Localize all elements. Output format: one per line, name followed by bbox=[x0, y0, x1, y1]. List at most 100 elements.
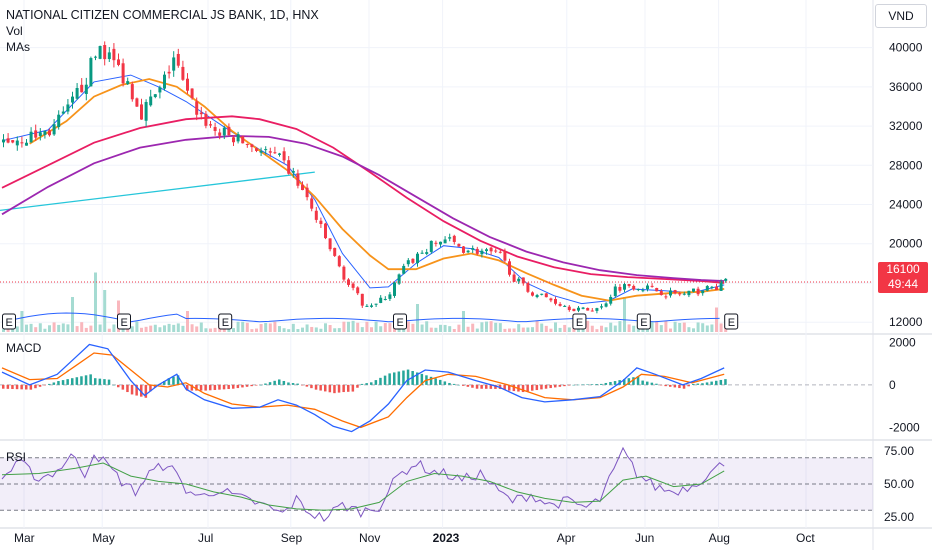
volume-bar bbox=[314, 327, 318, 332]
macd-histogram-bar bbox=[20, 384, 23, 390]
volume-bar bbox=[107, 328, 111, 332]
macd-histogram-bar bbox=[310, 384, 313, 389]
rsi-pane-label[interactable]: RSI bbox=[6, 450, 27, 464]
volume-bar bbox=[140, 327, 143, 332]
macd-histogram-bar bbox=[572, 384, 575, 386]
price-tick-label-3: 24000 bbox=[889, 198, 923, 212]
volume-bar bbox=[379, 326, 383, 332]
candle-body bbox=[20, 142, 24, 144]
price-tick-label-6: 36000 bbox=[889, 80, 923, 94]
macd-histogram-bar bbox=[429, 376, 433, 385]
candle-body bbox=[48, 130, 51, 136]
volume-bar bbox=[29, 323, 33, 332]
volume-indicator-label[interactable]: Vol bbox=[6, 24, 23, 38]
candle-body bbox=[535, 295, 539, 298]
macd-histogram-bar bbox=[439, 379, 442, 385]
candle-body bbox=[66, 104, 70, 112]
volume-bar bbox=[126, 328, 130, 332]
macd-histogram-bar bbox=[503, 384, 506, 390]
macd-pane-label[interactable]: MACD bbox=[6, 341, 42, 355]
macd-histogram-bar bbox=[669, 384, 672, 387]
volume-bar bbox=[342, 321, 346, 332]
candle-body bbox=[439, 241, 442, 245]
candle-body bbox=[434, 242, 438, 244]
volume-bar bbox=[466, 326, 470, 332]
volume-bar bbox=[209, 328, 212, 332]
macd-histogram-bar bbox=[227, 384, 230, 390]
volume-bar bbox=[250, 329, 254, 332]
macd-histogram-bar bbox=[370, 382, 373, 385]
candle-body bbox=[521, 277, 525, 284]
macd-histogram-bar bbox=[282, 380, 286, 385]
candle-body bbox=[351, 283, 355, 288]
candle-body bbox=[715, 286, 718, 291]
candle-body bbox=[186, 78, 189, 91]
candle-body bbox=[471, 248, 475, 250]
volume-bar bbox=[310, 326, 314, 332]
candle-body bbox=[71, 96, 74, 103]
candle-body bbox=[508, 261, 511, 275]
volume-bar bbox=[57, 324, 61, 332]
macd-histogram-bar bbox=[190, 384, 194, 391]
macd-histogram-bar bbox=[577, 384, 580, 386]
candle-body bbox=[158, 87, 162, 93]
volume-bar bbox=[600, 325, 603, 332]
volume-bar bbox=[213, 327, 217, 332]
volume-bar bbox=[687, 327, 691, 332]
candle-body bbox=[448, 237, 452, 239]
volume-bar bbox=[144, 326, 148, 332]
macd-histogram-bar bbox=[107, 379, 111, 385]
time-tick-label-8: Aug bbox=[709, 531, 730, 545]
candle-body bbox=[595, 308, 599, 311]
candle-body bbox=[98, 46, 102, 59]
candle-body bbox=[379, 297, 383, 303]
candle-body bbox=[144, 101, 148, 121]
volume-bar bbox=[554, 322, 557, 332]
volume-bar bbox=[2, 329, 5, 332]
volume-bar bbox=[715, 307, 718, 332]
volume-bar bbox=[328, 325, 332, 332]
macd-histogram-bar bbox=[15, 384, 19, 390]
macd-histogram-bar bbox=[259, 384, 263, 386]
macd-histogram-bar bbox=[567, 384, 571, 386]
macd-histogram-bar bbox=[696, 383, 700, 385]
volume-bar bbox=[682, 322, 686, 332]
candle-body bbox=[287, 160, 291, 174]
macd-histogram-bar bbox=[75, 377, 79, 385]
candle-body bbox=[273, 152, 277, 154]
time-tick-label-9: Oct bbox=[796, 531, 815, 545]
moving-averages-indicator-label[interactable]: MAs bbox=[6, 40, 30, 54]
macd-histogram-bar bbox=[393, 372, 396, 385]
earnings-marker-box bbox=[572, 313, 587, 330]
candle-body bbox=[130, 84, 134, 100]
volume-bar bbox=[236, 321, 240, 332]
volume-bar bbox=[278, 326, 281, 332]
time-tick-label-0: Mar bbox=[14, 531, 35, 545]
candle-body bbox=[337, 256, 341, 267]
volume-bar bbox=[448, 326, 452, 332]
macd-histogram-bar bbox=[406, 369, 410, 385]
time-tick-label-4: Nov bbox=[359, 531, 380, 545]
candle-body bbox=[664, 296, 668, 298]
candle-body bbox=[328, 238, 332, 250]
earnings-marker: E bbox=[640, 317, 647, 329]
volume-bar bbox=[163, 325, 166, 332]
volume-bar bbox=[15, 326, 19, 332]
candle-body bbox=[310, 198, 314, 209]
candle-body bbox=[669, 290, 672, 296]
volume-bar bbox=[167, 323, 171, 332]
volume-bar bbox=[25, 324, 28, 332]
candle-body bbox=[121, 63, 125, 84]
volume-bar bbox=[75, 326, 79, 332]
earnings-marker-box bbox=[393, 313, 407, 330]
currency-button[interactable]: VND bbox=[875, 4, 927, 28]
time-tick-label-5: 2023 bbox=[433, 531, 460, 545]
volume-bar bbox=[52, 322, 56, 332]
candle-body bbox=[301, 184, 304, 191]
macd-histogram-bar bbox=[172, 376, 175, 385]
moving-average-line-ma_red bbox=[1, 115, 725, 284]
candle-body bbox=[475, 248, 479, 254]
candle-body bbox=[324, 223, 327, 239]
candle-body bbox=[623, 284, 626, 290]
